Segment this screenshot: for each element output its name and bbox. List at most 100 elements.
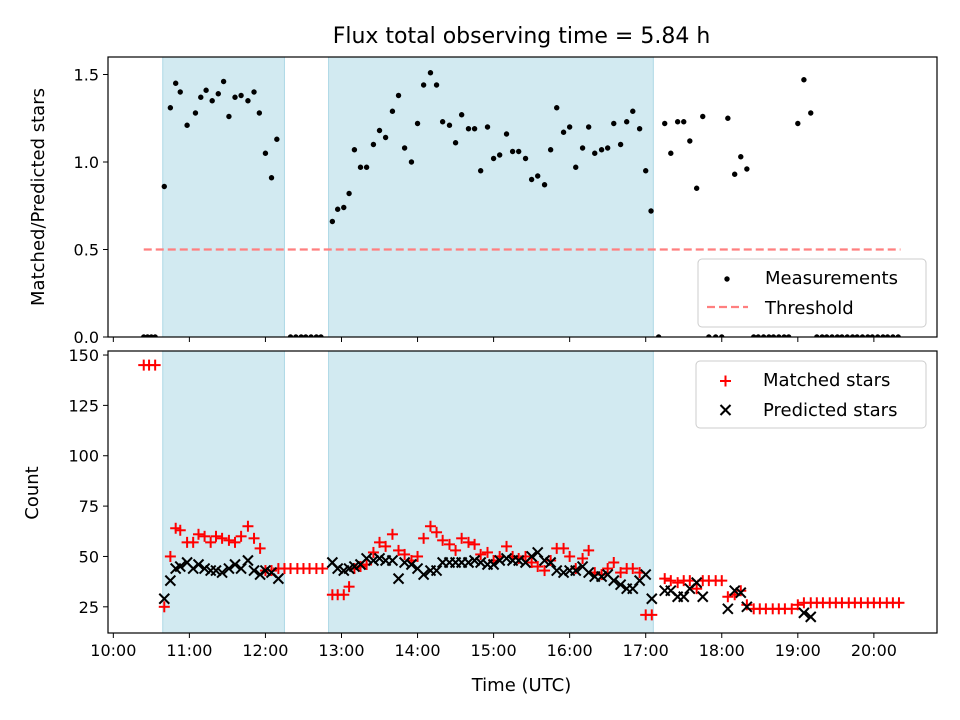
- measurement-point: [755, 334, 761, 337]
- matched-stars-point: [659, 573, 671, 585]
- predicted-stars-point: [348, 560, 361, 573]
- measurement-point: [496, 152, 503, 158]
- x-tick-label: 20:00: [851, 641, 897, 660]
- predicted-stars-point: [728, 584, 741, 597]
- matched-stars-point: [348, 563, 360, 575]
- matched-stars-point: [174, 524, 186, 536]
- matched-stars-point: [164, 550, 176, 562]
- measurement-point: [341, 204, 347, 211]
- x-tick-label: 15:00: [471, 641, 517, 660]
- predicted-stars-point: [248, 564, 260, 577]
- measurement-point: [515, 148, 522, 155]
- matched-stars-point: [665, 575, 677, 587]
- measurement-point: [776, 334, 782, 337]
- legend-predicted-label: Predicted stars: [763, 400, 897, 421]
- predicted-stars-point: [198, 562, 211, 575]
- predicted-stars-point: [557, 566, 570, 579]
- measurement-point: [604, 145, 611, 151]
- predicted-stars-point: [405, 558, 418, 571]
- predicted-stars-point: [570, 564, 582, 577]
- measurement-point: [346, 190, 352, 197]
- measurement-point: [834, 334, 841, 337]
- measurement-point: [865, 334, 871, 337]
- predicted-stars-point: [272, 572, 285, 585]
- y-tick-label: 1.5: [74, 66, 99, 85]
- x-tick-label: 11:00: [166, 641, 212, 660]
- y-tick-label: 150: [68, 346, 99, 365]
- predicted-stars-point: [678, 591, 690, 603]
- measurement-point: [895, 334, 901, 337]
- measurement-point: [598, 147, 605, 153]
- measurement-point: [268, 175, 275, 181]
- measurement-point: [209, 98, 215, 104]
- measurement-point: [880, 334, 886, 337]
- predicted-stars-point: [158, 593, 170, 605]
- measurement-point: [854, 334, 860, 337]
- measurement-point: [303, 334, 309, 337]
- matched-stars-point: [367, 546, 379, 558]
- measurement-point: [560, 129, 567, 135]
- matched-stars-point: [469, 538, 481, 550]
- y-tick-label: 0.5: [74, 241, 99, 260]
- measurement-point: [509, 148, 516, 155]
- measurement-point: [808, 110, 814, 116]
- matched-stars-point: [475, 548, 487, 560]
- observing-interval-shade: [328, 351, 654, 633]
- measurement-point: [643, 168, 649, 174]
- measurement-point: [706, 334, 712, 337]
- matched-stars-point: [210, 530, 222, 542]
- predicted-stars-point: [462, 556, 475, 569]
- predicted-stars-point: [697, 591, 709, 603]
- predicted-stars-point: [242, 554, 254, 567]
- matched-stars-point: [229, 536, 241, 548]
- y-tick-label: 50: [79, 547, 99, 566]
- axes-frame: [107, 56, 938, 338]
- matched-stars-point: [386, 528, 398, 540]
- measurement-point: [781, 334, 787, 337]
- x-tick-label: 14:00: [394, 641, 440, 660]
- legend-threshold-label: Threshold: [764, 298, 854, 319]
- measurement-point: [839, 334, 845, 337]
- measurement-point: [152, 334, 158, 337]
- matched-stars-point: [463, 536, 475, 548]
- measurement-point: [693, 185, 700, 191]
- predicted-stars-point: [373, 552, 386, 565]
- matched-stars-point: [722, 591, 734, 603]
- predicted-stars-point: [392, 572, 405, 585]
- measurement-point: [408, 159, 415, 165]
- measurement-point: [192, 110, 199, 116]
- measurement-point: [681, 119, 687, 125]
- measurement-point: [503, 131, 510, 137]
- measurement-point: [313, 334, 320, 337]
- matched-stars-point: [735, 585, 747, 597]
- predicted-stars-point: [735, 587, 747, 599]
- measurement-point: [439, 119, 446, 125]
- measurement-point: [766, 334, 772, 337]
- measurement-point: [760, 334, 767, 337]
- measurement-point: [874, 334, 881, 337]
- matched-stars-point: [149, 359, 161, 371]
- measurement-point: [731, 171, 738, 177]
- plot-area: [141, 57, 901, 337]
- matched-stars-point: [577, 552, 589, 564]
- measurement-point: [770, 334, 777, 337]
- plot-area: [138, 351, 905, 633]
- matched-stars-point: [539, 565, 551, 577]
- measurement-point: [611, 120, 617, 127]
- measurement-point: [751, 334, 757, 337]
- x-tick-label: 16:00: [547, 641, 593, 660]
- matched-stars-point: [223, 534, 235, 546]
- matched-stars-point: [716, 575, 728, 587]
- predicted-stars-point: [417, 568, 430, 581]
- matched-stars-point: [235, 530, 247, 542]
- predicted-stars-point: [430, 564, 443, 577]
- matched-stars-point: [205, 536, 217, 548]
- matched-stars-point: [399, 548, 411, 560]
- predicted-stars-point: [487, 558, 500, 571]
- measurement-point: [824, 334, 830, 337]
- matched-stars-point: [424, 520, 436, 532]
- measurement-point: [801, 77, 807, 83]
- bottom-y-axis-label: Count: [22, 466, 43, 519]
- y-tick-label: 1.0: [74, 153, 99, 172]
- measurement-point: [719, 334, 725, 337]
